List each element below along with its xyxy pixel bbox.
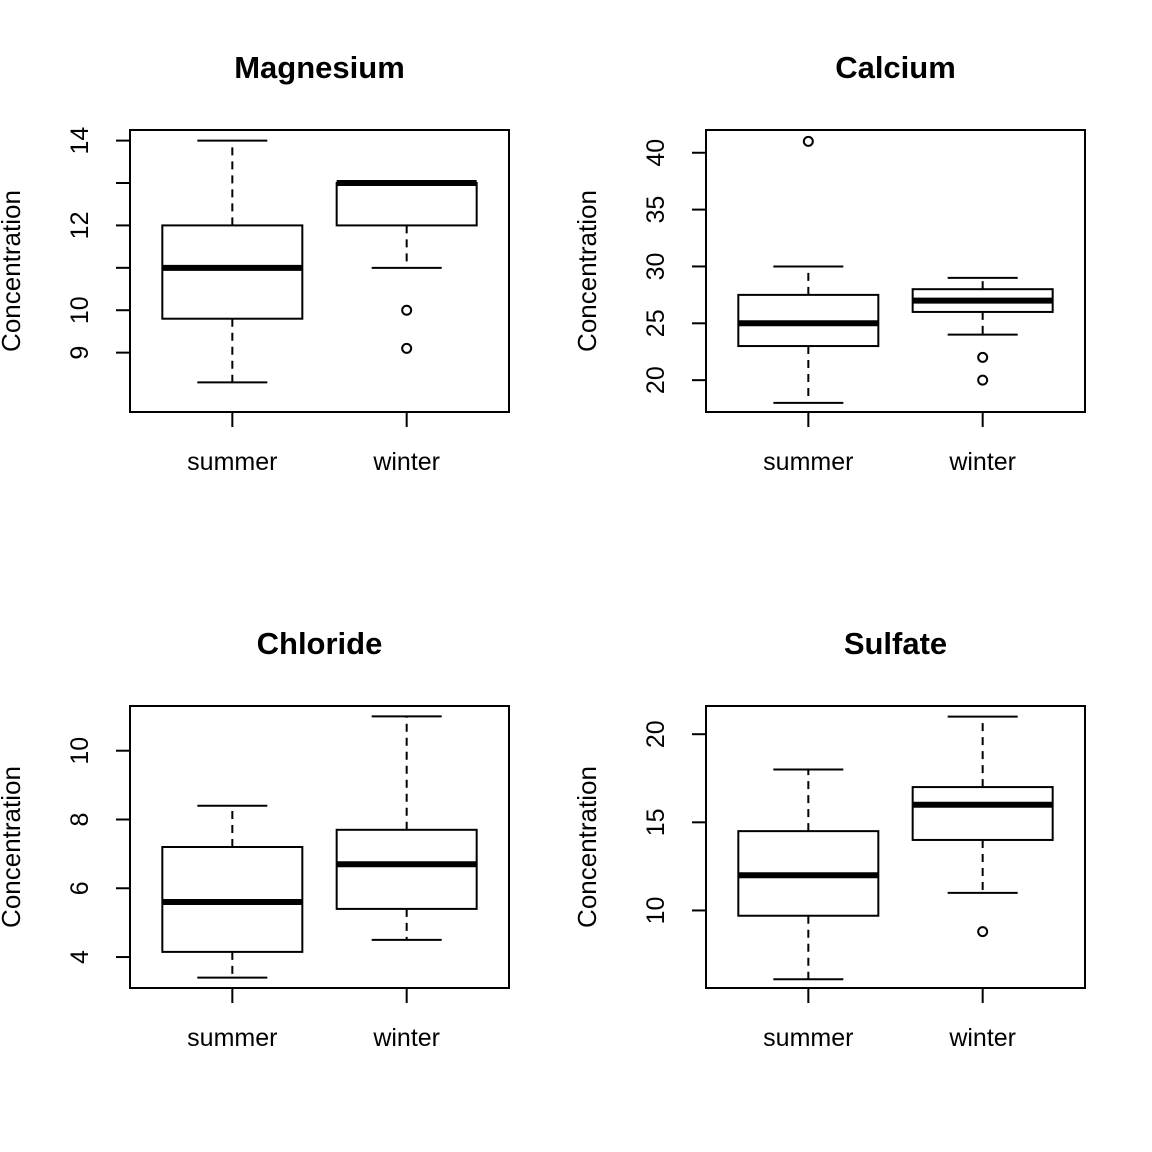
box-winter xyxy=(911,276,1054,386)
outlier-point xyxy=(977,374,989,386)
y-tick-label: 9 xyxy=(66,346,94,360)
y-tick-label: 8 xyxy=(66,813,94,827)
y-axis-label: Concentration xyxy=(572,190,602,352)
x-tick-label: winter xyxy=(372,1024,440,1052)
y-axis-label: Concentration xyxy=(572,766,602,928)
y-tick-label: 20 xyxy=(642,366,670,394)
chart-panel-sulfate: Sulfate Concentration 10 15 20 summer winter xyxy=(572,626,1086,1052)
y-tick-label: 10 xyxy=(66,296,94,324)
outlier-point xyxy=(401,342,413,354)
x-tick-label: winter xyxy=(948,1024,1016,1052)
chart-panel-chloride: Chloride Concentration 4 6 8 10 summer winter xyxy=(0,626,510,1052)
box-summer xyxy=(161,804,304,979)
box-winter xyxy=(911,715,1054,938)
box-summer xyxy=(737,135,880,404)
y-tick-label: 20 xyxy=(642,720,670,748)
y-tick-label: 6 xyxy=(66,881,94,895)
box-summer xyxy=(161,139,304,384)
y-tick-label: 10 xyxy=(66,737,94,765)
chart-title: Calcium xyxy=(835,50,956,85)
y-tick-label: 30 xyxy=(642,253,670,281)
y-tick-label: 14 xyxy=(66,127,94,155)
x-tick-label: summer xyxy=(187,448,277,476)
x-tick-label: winter xyxy=(372,448,440,476)
outlier-point xyxy=(401,304,413,316)
y-tick-label: 12 xyxy=(66,212,94,240)
y-axis-label: Concentration xyxy=(0,190,26,352)
y-tick-label: 15 xyxy=(642,808,670,836)
plot-frame xyxy=(705,705,1086,989)
plot-frame xyxy=(705,129,1086,413)
outlier-point xyxy=(977,351,989,363)
y-tick-label: 40 xyxy=(642,139,670,167)
chart-panel-magnesium: Magnesium Concentration 9 10 12 14 summer winte… xyxy=(0,50,510,476)
y-tick-label: 10 xyxy=(642,897,670,925)
box-winter xyxy=(335,715,478,941)
box-summer xyxy=(737,768,880,981)
iqr-box xyxy=(335,182,478,227)
x-tick-label: summer xyxy=(763,448,853,476)
box-winter xyxy=(335,180,478,354)
outlier-point xyxy=(977,926,989,938)
y-tick-label: 25 xyxy=(642,309,670,337)
x-tick-label: summer xyxy=(763,1024,853,1052)
chart-title: Chloride xyxy=(257,626,383,661)
outlier-point xyxy=(802,135,814,147)
chart-title: Magnesium xyxy=(234,50,405,85)
y-tick-label: 35 xyxy=(642,196,670,224)
iqr-box xyxy=(911,786,1054,841)
y-tick-label: 4 xyxy=(66,950,94,964)
x-tick-label: winter xyxy=(948,448,1016,476)
chart-panel-calcium: Calcium Concentration 20 25 30 35 40 summer wint… xyxy=(572,50,1086,476)
x-tick-label: summer xyxy=(187,1024,277,1052)
y-axis-label: Concentration xyxy=(0,766,26,928)
iqr-box xyxy=(161,224,304,320)
plot-frame xyxy=(129,705,510,989)
plot-frame xyxy=(129,129,510,413)
chart-title: Sulfate xyxy=(844,626,947,661)
iqr-box xyxy=(335,828,478,910)
